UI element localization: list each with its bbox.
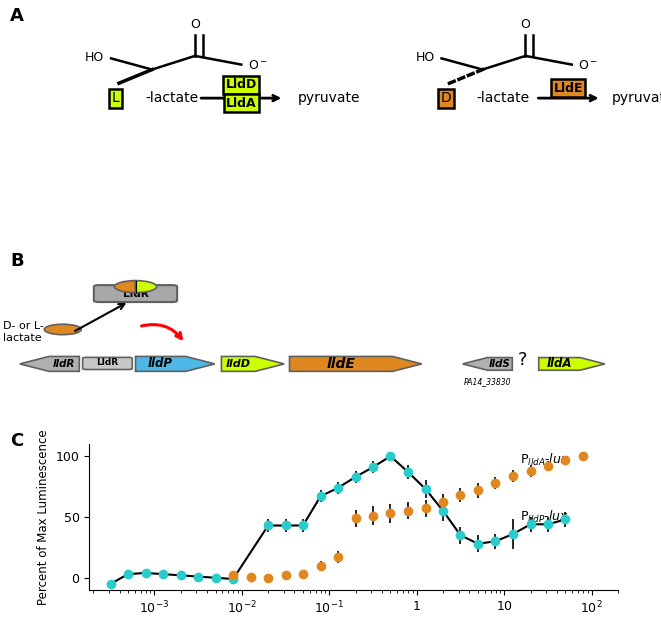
Text: D- or L-
lactate: D- or L- lactate [3, 321, 44, 343]
Text: L: L [112, 91, 120, 105]
Polygon shape [221, 356, 284, 371]
Text: pyruvate: pyruvate [611, 91, 661, 105]
FancyBboxPatch shape [83, 357, 132, 369]
Text: pyruvate: pyruvate [297, 91, 360, 105]
Polygon shape [20, 356, 79, 371]
Text: O$^-$: O$^-$ [248, 60, 268, 72]
Text: HO: HO [85, 51, 104, 63]
Text: -lactate: -lactate [476, 91, 529, 105]
Text: C: C [10, 432, 23, 450]
Text: LldR: LldR [123, 289, 148, 299]
Text: lldS: lldS [489, 359, 511, 369]
Text: O: O [521, 18, 530, 31]
Text: HO: HO [416, 51, 435, 63]
Text: -lactate: -lactate [145, 91, 198, 105]
Text: PA14_33830: PA14_33830 [464, 378, 512, 386]
Text: lldA: lldA [547, 358, 572, 370]
Text: ?: ? [518, 351, 527, 369]
Text: P$_{\mathit{lldA}}$-$\mathit{lux}$: P$_{\mathit{lldA}}$-$\mathit{lux}$ [520, 451, 570, 468]
Polygon shape [136, 356, 215, 371]
Polygon shape [539, 358, 605, 370]
Text: lldE: lldE [327, 357, 356, 371]
Polygon shape [463, 358, 512, 370]
Text: lldD: lldD [226, 359, 251, 369]
Text: LldA: LldA [226, 97, 256, 109]
Text: lldR: lldR [53, 359, 75, 369]
Text: LldD: LldD [225, 78, 257, 91]
Wedge shape [136, 281, 157, 292]
Circle shape [44, 324, 81, 335]
Text: LldR: LldR [97, 358, 118, 366]
Text: O: O [190, 18, 200, 31]
Text: O$^-$: O$^-$ [578, 60, 598, 72]
Polygon shape [290, 356, 422, 371]
Text: P$_{\mathit{lldP}}$-$\mathit{lux}$: P$_{\mathit{lldP}}$-$\mathit{lux}$ [520, 509, 568, 525]
Text: LldE: LldE [554, 82, 583, 94]
Text: B: B [10, 252, 24, 270]
Text: A: A [10, 7, 24, 25]
Y-axis label: Percent of Max Luminescence: Percent of Max Luminescence [37, 429, 50, 605]
Wedge shape [114, 281, 136, 292]
FancyBboxPatch shape [94, 285, 177, 302]
Text: lldP: lldP [148, 358, 173, 370]
Text: D: D [441, 91, 451, 105]
